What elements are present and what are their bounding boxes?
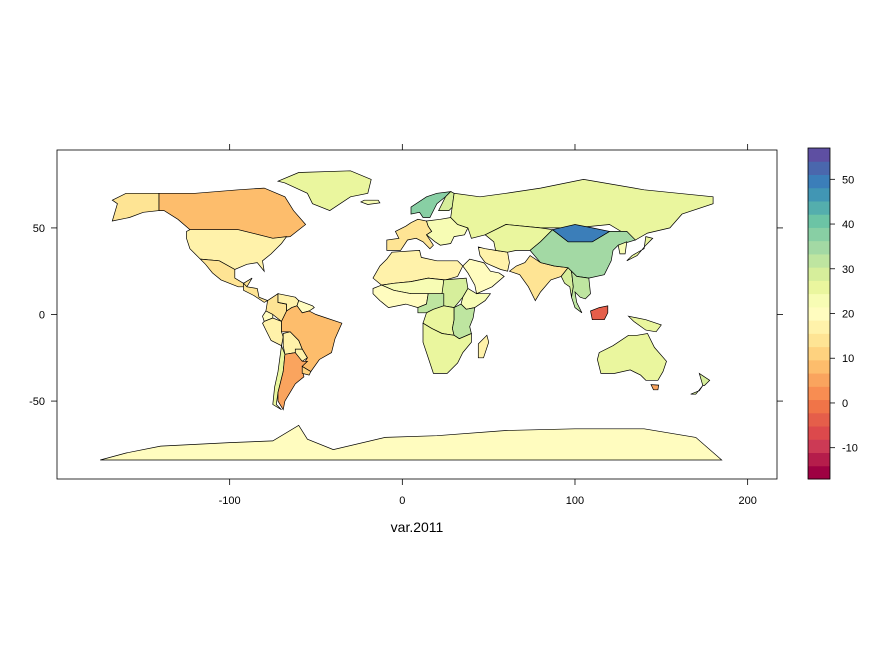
colorbar-swatch	[808, 174, 830, 189]
colorbar-swatch	[808, 280, 830, 295]
colorbar-swatch	[808, 346, 830, 361]
x-tick-label: 200	[738, 495, 756, 507]
region-uruguay	[301, 365, 312, 376]
colorbar: -10 0 10 20 30 40 50	[807, 147, 858, 480]
colorbar-tick-label: 30	[842, 264, 854, 276]
region-antarctica	[100, 424, 723, 461]
colorbar-swatch	[808, 253, 830, 268]
region-arabia	[462, 258, 505, 295]
colorbar-swatch	[808, 293, 830, 308]
colorbar-tick-label: 0	[842, 398, 848, 410]
y-tick-label: 50	[33, 223, 45, 235]
colorbar-swatch	[808, 320, 830, 334]
colorbar-swatch	[808, 452, 830, 467]
region-korea	[617, 241, 628, 255]
map-layer	[100, 170, 723, 461]
colorbar-swatch	[808, 148, 830, 162]
colorbar-tick-label: 50	[842, 174, 854, 186]
region-mongolia	[551, 224, 611, 243]
region-russia	[450, 179, 714, 241]
region-mexico	[199, 258, 253, 288]
region-new-zealand	[690, 372, 711, 395]
y-tick-label: -50	[29, 396, 45, 408]
colorbar-swatch	[808, 386, 830, 401]
colorbar-tick-label: 40	[842, 219, 854, 231]
region-iran	[477, 246, 510, 272]
region-iceland	[360, 199, 381, 205]
colorbar-swatch	[808, 227, 830, 242]
region-greenland	[276, 170, 372, 211]
region-madagascar	[477, 334, 490, 359]
colorbar-swatch	[808, 240, 830, 255]
region-scandinavia	[410, 191, 452, 218]
region-east-africa	[452, 303, 476, 340]
colorbar-tick-label: -10	[842, 443, 858, 455]
colorbar-swatch	[808, 465, 830, 480]
colorbar-swatch	[808, 214, 830, 228]
colorbar-swatch	[808, 200, 830, 215]
colorbar-tick-label: 20	[842, 309, 854, 321]
colorbar-swatch	[808, 373, 830, 387]
x-tick-label: 0	[399, 495, 405, 507]
region-japan	[626, 236, 654, 262]
x-tick-label: 100	[566, 495, 584, 507]
colorbar-swatch	[808, 333, 830, 348]
colorbar-swatch	[808, 359, 830, 374]
region-tasmania	[650, 384, 660, 391]
region-southeast-asia	[571, 270, 591, 314]
colorbar-swatch	[808, 426, 830, 440]
colorbar-swatch	[808, 439, 830, 454]
colorbar-swatch	[808, 267, 830, 281]
region-indonesia	[590, 305, 609, 321]
x-axis-label: var.2011	[391, 519, 444, 535]
colorbar-swatch	[808, 187, 830, 202]
region-alaska	[111, 192, 160, 222]
axes-layer: -100 0 100 200 -50 0 50	[29, 144, 783, 507]
colorbar-swatch	[808, 306, 830, 321]
region-peru	[262, 317, 284, 347]
x-tick-label: -100	[219, 495, 241, 507]
colorbar-tick-label: 10	[842, 353, 854, 365]
region-australia	[597, 333, 667, 381]
colorbar-swatch	[808, 399, 830, 414]
colorbar-swatch	[808, 161, 830, 175]
region-united-states	[186, 229, 288, 273]
region-papua	[627, 315, 662, 333]
region-southern-africa	[422, 322, 472, 374]
region-canada	[158, 187, 307, 239]
y-tick-label: 0	[39, 310, 45, 322]
region-argentina	[277, 352, 309, 411]
colorbar-swatch	[808, 412, 830, 427]
